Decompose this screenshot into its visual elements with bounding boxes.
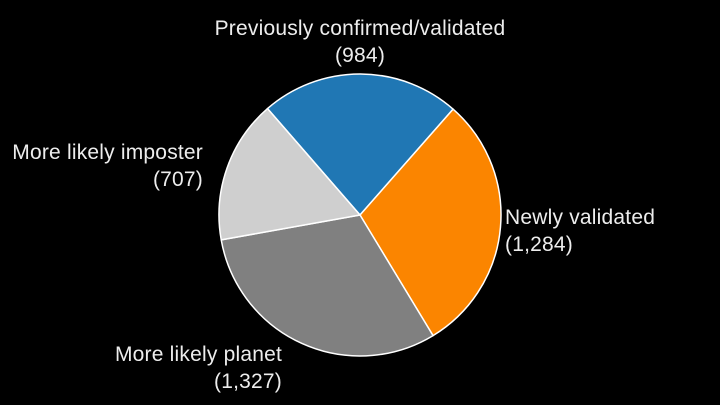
pie-slice-1 xyxy=(359,108,502,337)
slice-label-more-likely-planet: More likely planet (1,327) xyxy=(115,341,282,395)
slice-label-text: Previously confirmed/validated xyxy=(214,17,506,40)
slice-label-value: (984) xyxy=(334,44,386,67)
slice-label-text: More likely imposter xyxy=(12,141,203,164)
slice-label-text: Newly validated xyxy=(505,206,656,229)
slice-label-more-likely-imposter: More likely imposter (707) xyxy=(12,139,203,193)
pie-slice-2 xyxy=(220,214,434,357)
pie-slice-3 xyxy=(218,107,361,241)
pie-slice-0 xyxy=(266,73,454,216)
slice-label-previously-confirmed: Previously confirmed/validated (984) xyxy=(0,15,720,69)
slice-label-value: (707) xyxy=(152,168,203,191)
slice-label-newly-validated: Newly validated (1,284) xyxy=(505,204,655,258)
slice-label-text: More likely planet xyxy=(114,343,282,366)
slice-label-value: (1,327) xyxy=(214,370,282,393)
slice-label-value: (1,284) xyxy=(505,233,573,256)
